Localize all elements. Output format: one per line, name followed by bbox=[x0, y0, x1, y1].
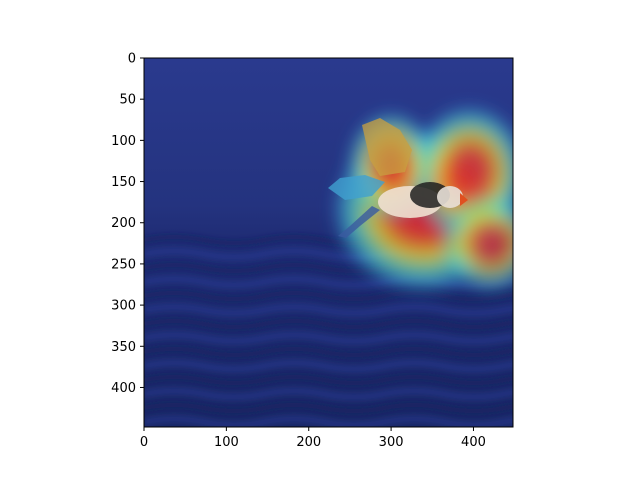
x-tick-label: 400 bbox=[461, 435, 486, 450]
y-tick-label: 300 bbox=[111, 299, 136, 314]
y-tick-label: 150 bbox=[111, 175, 136, 190]
x-tick-label: 300 bbox=[379, 435, 404, 450]
y-tick-label: 250 bbox=[111, 257, 136, 272]
wave-line bbox=[144, 318, 513, 330]
y-axis: 0 50 100 150 200 250 300 350 400 bbox=[111, 52, 144, 396]
wave-line bbox=[144, 388, 513, 400]
plot-frame bbox=[143, 57, 514, 428]
x-tick-label: 100 bbox=[214, 435, 239, 450]
wave-line bbox=[144, 374, 513, 386]
heat-spot bbox=[440, 193, 513, 293]
y-tick-label: 350 bbox=[111, 340, 136, 355]
x-tick-label: 0 bbox=[140, 435, 148, 450]
puffin-image bbox=[328, 118, 468, 238]
wave-line bbox=[144, 304, 513, 316]
x-axis: 0 100 200 300 400 bbox=[140, 427, 486, 450]
y-tick-label: 200 bbox=[111, 216, 136, 231]
wave-line bbox=[144, 332, 513, 344]
y-tick-label: 50 bbox=[119, 93, 136, 108]
plot-area bbox=[144, 58, 513, 427]
wave-line bbox=[144, 360, 513, 372]
y-tick-label: 0 bbox=[128, 52, 136, 67]
x-tick-label: 200 bbox=[296, 435, 321, 450]
y-tick-label: 400 bbox=[111, 381, 136, 396]
wave-line bbox=[144, 416, 513, 427]
wave-line bbox=[144, 346, 513, 358]
ocean-waves bbox=[144, 234, 513, 427]
y-tick-label: 100 bbox=[111, 134, 136, 149]
wave-line bbox=[144, 402, 513, 414]
wave-line bbox=[144, 290, 513, 302]
